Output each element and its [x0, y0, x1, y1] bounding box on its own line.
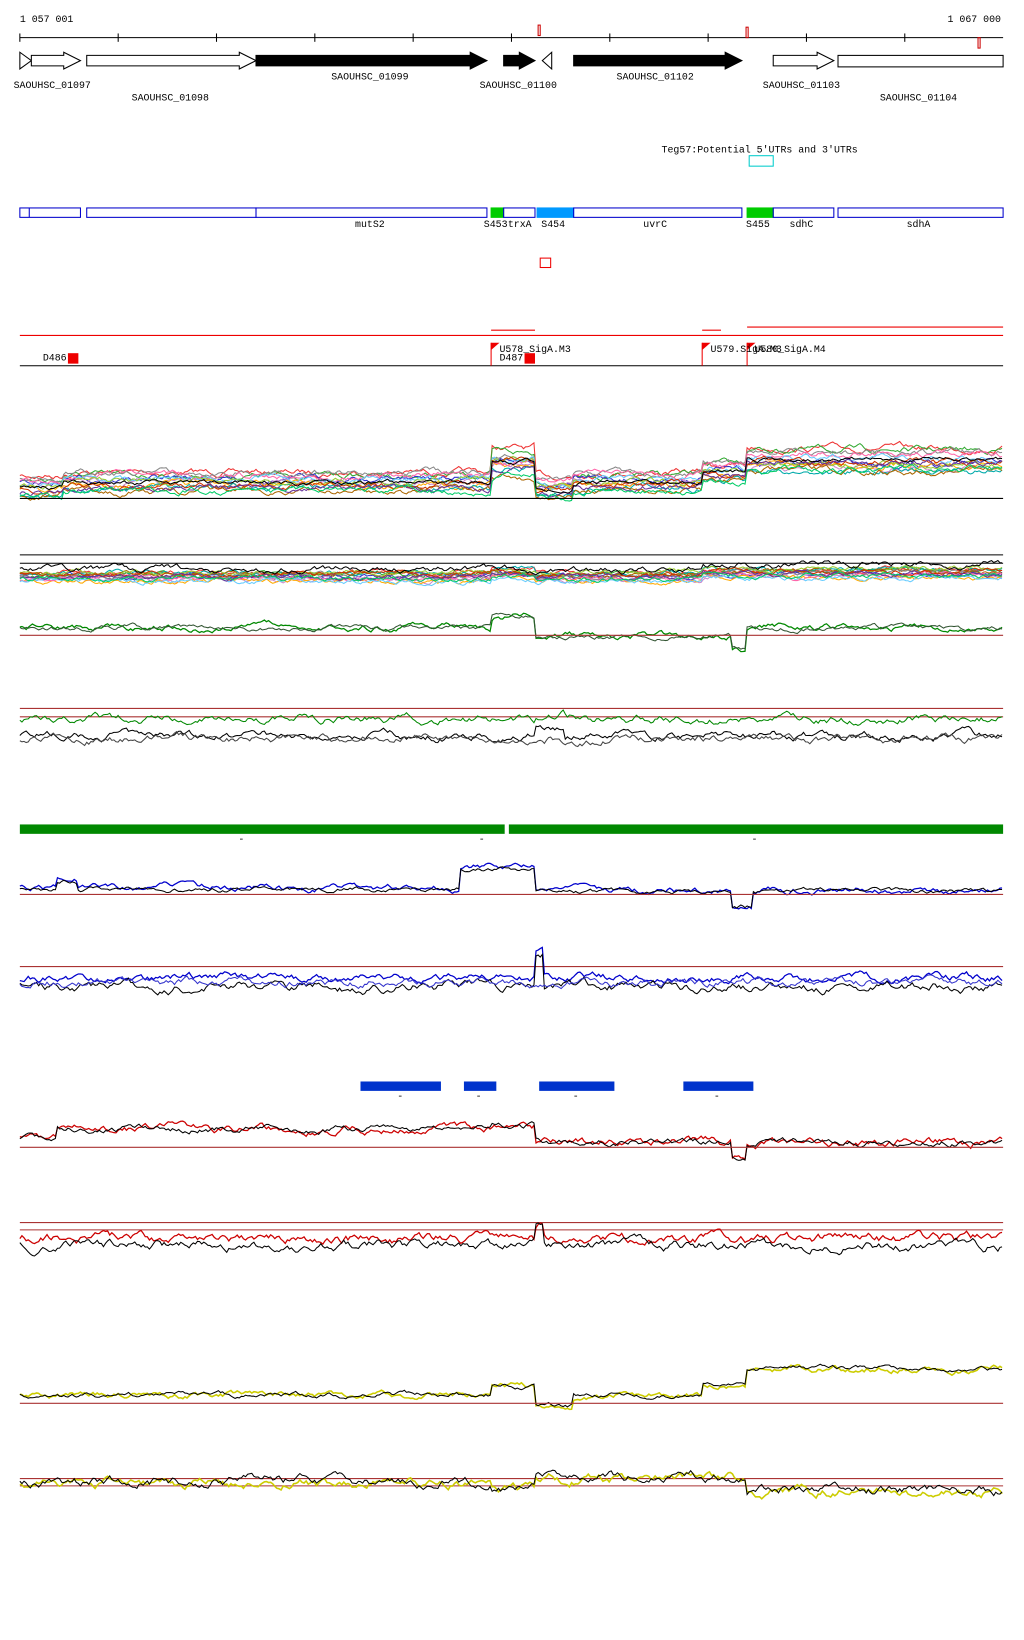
site-flag: [702, 342, 711, 351]
ruler-marker: [745, 26, 749, 39]
utr-label: Teg57:Potential 5'UTRs and 3'UTRs: [662, 145, 858, 156]
annotation-box: [503, 207, 536, 218]
coverage-line: [19, 565, 1003, 578]
annotation-label: trxA: [508, 219, 532, 230]
coverage-line: [19, 862, 1003, 910]
gene-label: SAOUHSC_01104: [880, 92, 957, 103]
site-flag: [747, 342, 756, 351]
coverage-line: [19, 1469, 1003, 1497]
gene-arrow: [86, 51, 258, 70]
gene-label: SAOUHSC_01102: [617, 71, 694, 82]
strand-label: -: [714, 1091, 720, 1102]
site-flag: [491, 342, 500, 351]
coverage-line: [19, 953, 1003, 996]
site-box: [67, 353, 79, 364]
annotation-box: [255, 207, 488, 218]
strand-label: -: [397, 1091, 403, 1102]
annotation-box: [573, 207, 743, 218]
annotation-label: sdhC: [790, 219, 814, 230]
gene-label: SAOUHSC_01098: [132, 92, 209, 103]
annotation-label: uvrC: [643, 219, 667, 230]
coverage-line: [19, 461, 1003, 490]
strand-label: -: [479, 834, 485, 845]
coverage-line: [19, 612, 1003, 650]
green-segment: [508, 824, 1004, 834]
ruler-marker: [977, 37, 981, 49]
coverage-line: [19, 440, 1003, 481]
coverage-line: [19, 866, 1003, 909]
gene-label: SAOUHSC_01100: [480, 80, 557, 91]
coverage-line: [19, 456, 1003, 494]
coverage-line: [19, 1120, 1003, 1161]
coverage-line: [19, 442, 1003, 487]
strand-label: -: [476, 1091, 482, 1102]
site-box: [524, 353, 535, 364]
coverage-line: [19, 457, 1003, 490]
coverage-line: [19, 559, 1003, 576]
coverage-line: [19, 709, 1003, 726]
ruler-end: 1 067 000: [947, 14, 1001, 25]
coverage-line: [19, 464, 1003, 502]
coverage-line: [19, 946, 1003, 985]
annotation-box: [86, 207, 257, 218]
blue-segment: [683, 1081, 754, 1091]
coverage-line: [19, 730, 1003, 748]
coverage-line: [19, 974, 1003, 990]
blue-segment: [463, 1081, 497, 1091]
coverage-line: [19, 725, 1003, 744]
coverage-line: [19, 1470, 1003, 1500]
gene-arrow: [541, 51, 553, 71]
coverage-line: [19, 571, 1003, 583]
site-label: D486: [43, 353, 67, 364]
strand-label: -: [751, 834, 757, 845]
gene-arrow: [255, 51, 489, 70]
utr-box: [748, 155, 774, 167]
site-label: U579.SigA.M3: [711, 344, 782, 355]
site-label: D487: [499, 353, 523, 364]
annotation-box: [19, 207, 81, 218]
annotation-box: [536, 207, 575, 218]
annotation-box: [746, 207, 774, 218]
gene-label: SAOUHSC_01099: [331, 71, 408, 82]
coverage-line: [19, 1222, 1003, 1257]
annotation-label: sdhA: [907, 219, 931, 230]
blue-segment: [360, 1081, 441, 1091]
ruler-start: 1 057 001: [20, 14, 74, 25]
gene-arrow: [30, 51, 82, 70]
ruler-marker: [537, 24, 541, 37]
gene-box: [837, 54, 1004, 68]
annotation-box: [772, 207, 835, 218]
gene-arrow: [772, 51, 835, 70]
strand-label: -: [238, 834, 244, 845]
coverage-line: [19, 1363, 1003, 1408]
annotation-label: S453: [484, 219, 508, 230]
coverage-line: [19, 453, 1003, 491]
annotation-box: [490, 207, 505, 218]
annotation-label: S454: [541, 219, 565, 230]
blue-segment: [539, 1081, 615, 1091]
site-label: U578_SigA.M3: [499, 344, 570, 355]
annotation-label: S455: [746, 219, 770, 230]
gene-label: SAOUHSC_01103: [763, 80, 840, 91]
coverage-line: [19, 1121, 1003, 1161]
gene-label: SAOUHSC_01097: [14, 80, 91, 91]
coverage-line: [19, 612, 1003, 653]
coverage-line: [19, 574, 1003, 587]
annotation-label: mutS2: [355, 219, 385, 230]
coverage-line: [19, 1222, 1003, 1246]
strand-label: -: [573, 1091, 579, 1102]
gene-arrow: [573, 51, 744, 70]
site-label: U580_SigA.M4: [754, 344, 825, 355]
gene-arrow: [503, 51, 537, 70]
red-square: [539, 257, 552, 269]
gene-arrow: [19, 51, 33, 71]
coverage-line: [19, 455, 1003, 496]
annotation-box: [837, 207, 1004, 218]
green-segment: [19, 824, 505, 834]
